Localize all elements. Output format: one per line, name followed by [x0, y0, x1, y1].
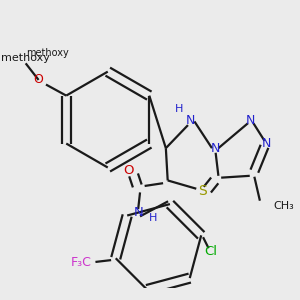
Text: O: O [124, 164, 134, 177]
Text: methoxy: methoxy [1, 53, 50, 63]
Text: O: O [34, 74, 44, 86]
Text: F₃C: F₃C [70, 256, 91, 269]
Text: H: H [175, 104, 183, 114]
Text: N: N [211, 142, 220, 155]
Text: H: H [149, 213, 157, 223]
Text: N: N [262, 137, 271, 150]
Text: Cl: Cl [204, 245, 217, 258]
Text: N: N [133, 206, 143, 219]
Text: S: S [198, 184, 207, 199]
Text: N: N [246, 114, 255, 127]
Text: N: N [186, 114, 195, 127]
Text: methoxy: methoxy [26, 48, 68, 58]
Text: CH₃: CH₃ [274, 201, 295, 211]
